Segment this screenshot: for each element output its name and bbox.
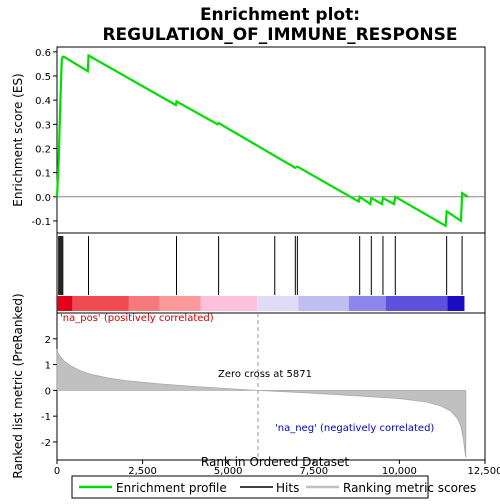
x-tick-label: 2,500 xyxy=(128,466,157,477)
color-bar-segment xyxy=(72,296,128,311)
x-tick-label: 0 xyxy=(54,466,60,477)
color-bar-segment xyxy=(386,296,448,311)
color-bar-segment xyxy=(201,296,257,311)
metric-y-tick-label: 0 xyxy=(45,386,51,397)
pos-label: 'na_pos' (positively correlated) xyxy=(60,313,214,324)
es-curve-group xyxy=(57,56,468,226)
zero-cross-label: Zero cross at 5871 xyxy=(218,369,312,380)
es-y-axis-label: Enrichment score (ES) xyxy=(11,73,25,206)
color-bar-segment xyxy=(447,296,464,311)
color-bar-segment xyxy=(257,296,298,311)
legend-enrichment-label: Enrichment profile xyxy=(116,481,227,495)
es-y-tick-label: 0.1 xyxy=(35,169,51,180)
metric-y-tick-label: -2 xyxy=(41,438,51,449)
color-bar-segment xyxy=(57,296,72,311)
es-y-tick-label: -0.1 xyxy=(31,217,51,228)
ranking-metric-area xyxy=(57,349,466,457)
color-bar-segment xyxy=(349,296,386,311)
es-y-tick-label: 0.5 xyxy=(35,72,51,83)
legend-metric-label: Ranking metric scores xyxy=(343,481,476,495)
color-bar-segment xyxy=(298,296,348,311)
color-bar-segment xyxy=(129,296,160,311)
x-axis-label: Rank in Ordered Dataset xyxy=(201,455,349,469)
es-y-tick-label: 0.2 xyxy=(35,144,51,155)
legend-hits-label: Hits xyxy=(276,481,299,495)
es-y-tick-label: 0.6 xyxy=(35,48,51,59)
x-tick-label: 10,000 xyxy=(382,466,417,477)
neg-label: 'na_neg' (negatively correlated) xyxy=(275,423,434,434)
rank-color-bar xyxy=(57,296,464,311)
x-tick-label: 12,500 xyxy=(468,466,500,477)
chart-title: Enrichment plot: xyxy=(200,5,360,25)
metric-y-axis-label: Ranked list metric (PreRanked) xyxy=(11,293,25,478)
es-y-tick-label: 0.4 xyxy=(35,96,51,107)
metric-area-group xyxy=(57,313,466,460)
metric-y-tick-label: -1 xyxy=(41,412,51,423)
es-y-tick-label: 0.3 xyxy=(35,120,51,131)
enrichment-profile-line xyxy=(57,56,468,226)
es-y-tick-label: 0.0 xyxy=(35,193,51,204)
chart-subtitle: REGULATION_OF_IMMUNE_RESPONSE xyxy=(102,25,457,45)
color-bar-segment xyxy=(160,296,201,311)
metric-y-tick-label: 2 xyxy=(45,335,51,346)
hits-group xyxy=(59,236,462,295)
es-y-axis: -0.1 0.0 0.1 0.2 0.3 0.4 0.5 0.6 xyxy=(31,48,485,228)
metric-y-tick-label: 1 xyxy=(45,361,51,372)
